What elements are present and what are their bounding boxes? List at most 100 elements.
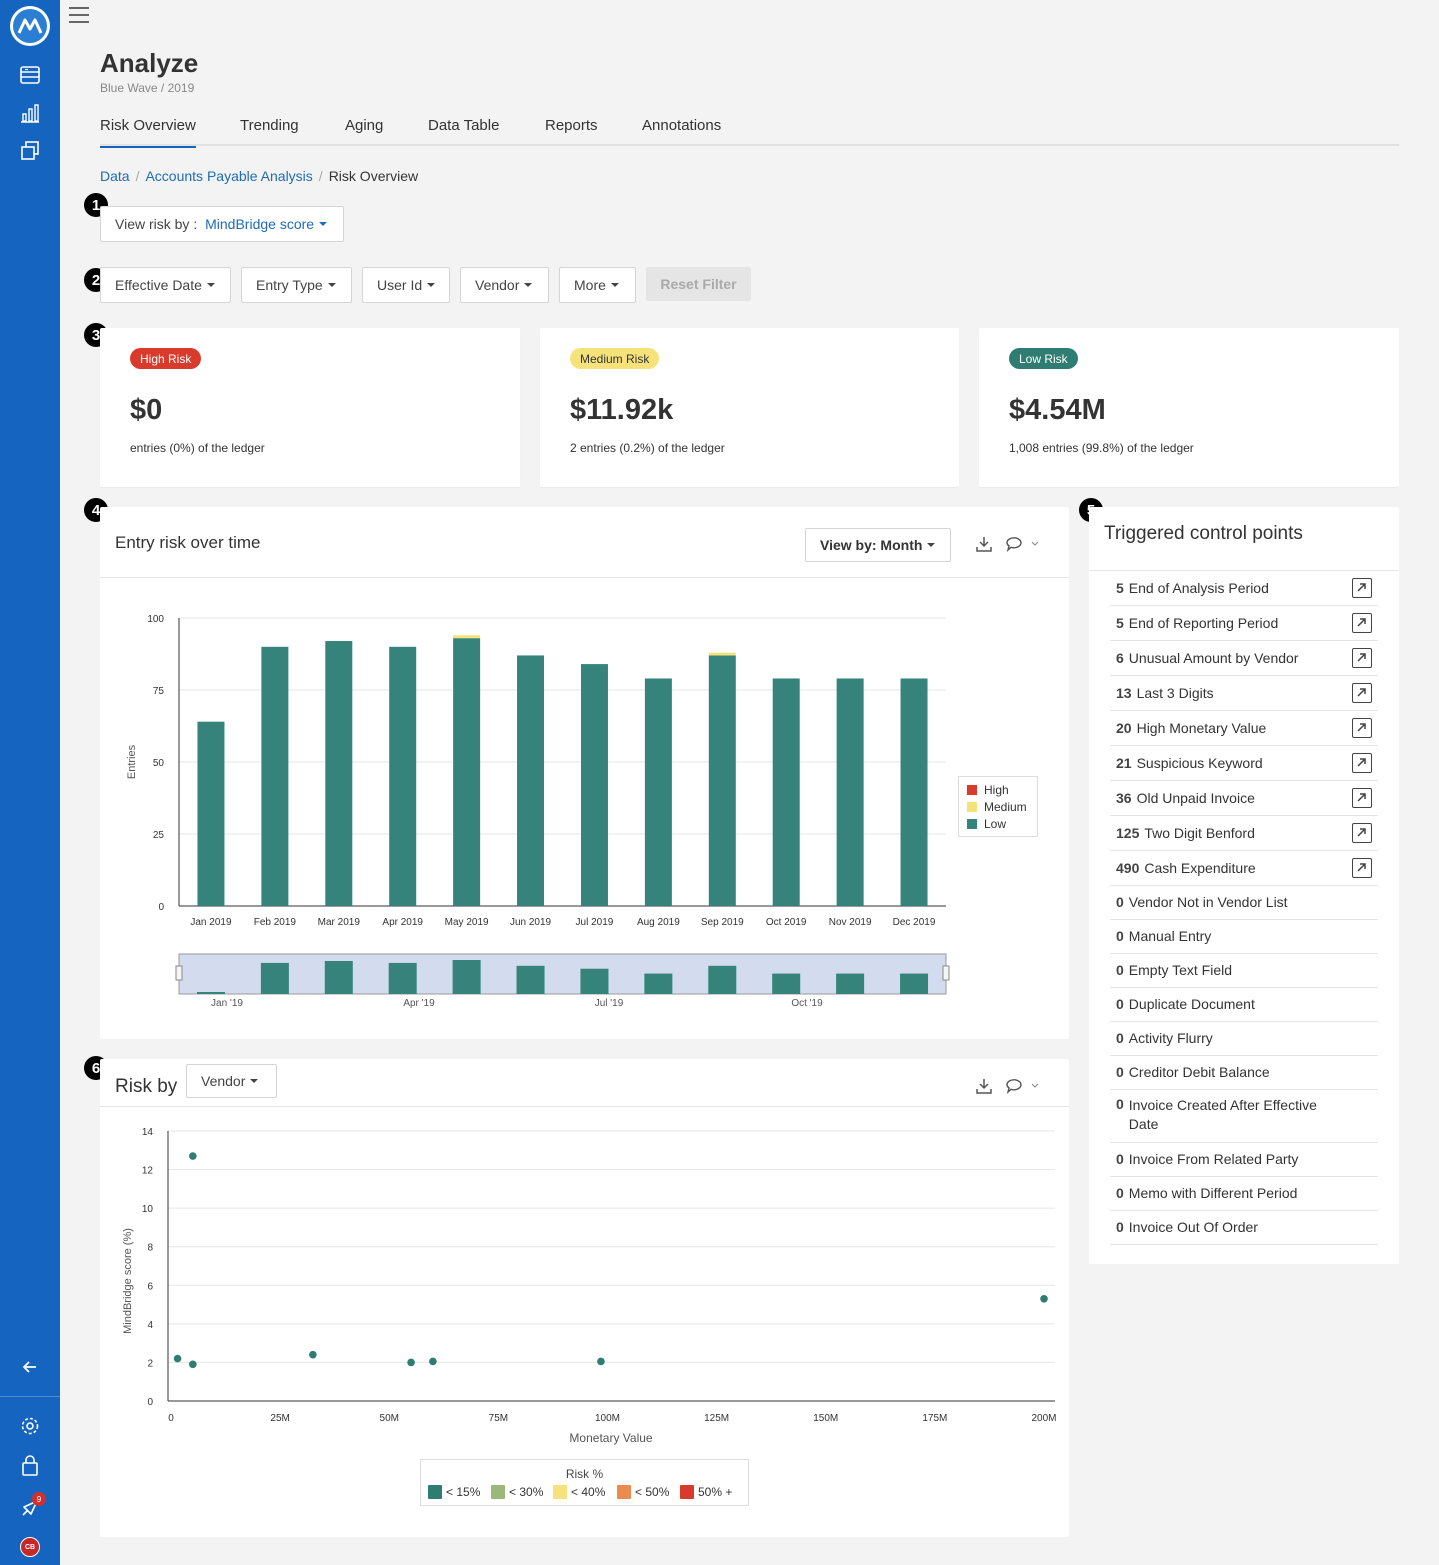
- view-risk-by-dropdown[interactable]: View risk by : MindBridge score: [100, 206, 344, 242]
- legend-swatch-low: [967, 819, 977, 829]
- panel-divider: [100, 1106, 1069, 1107]
- control-point-row[interactable]: 125 Two Digit Benford: [1110, 816, 1378, 851]
- y-tick-label: 14: [142, 1127, 154, 1138]
- filter-vendor-label: Vendor: [475, 277, 520, 293]
- menu-hamburger-icon[interactable]: [69, 7, 89, 23]
- tab-trending[interactable]: Trending: [240, 117, 299, 134]
- collapse-arrow-icon[interactable]: [18, 1355, 42, 1379]
- bar-low: [836, 678, 864, 906]
- external-link-icon[interactable]: [1352, 788, 1372, 808]
- y-tick-label: 75: [153, 686, 165, 697]
- navigator-bar: [708, 965, 737, 994]
- control-point-count: 20: [1116, 720, 1132, 736]
- tab-reports[interactable]: Reports: [545, 117, 598, 134]
- high-risk-card[interactable]: High Risk $0 entries (0%) of the ledger: [100, 328, 520, 487]
- tab-annotations[interactable]: Annotations: [642, 117, 722, 134]
- x-tick-label: 175M: [922, 1413, 947, 1424]
- risk-legend-label: < 30%: [509, 1485, 544, 1499]
- reset-filter-button[interactable]: Reset Filter: [646, 267, 751, 301]
- external-link-icon[interactable]: [1352, 858, 1372, 878]
- tab-aging[interactable]: Aging: [345, 117, 384, 134]
- breadcrumb-accounts-payable[interactable]: Accounts Payable Analysis: [145, 168, 313, 184]
- filter-more[interactable]: More: [559, 267, 636, 303]
- breadcrumb-data[interactable]: Data: [100, 168, 130, 184]
- filter-effective-date-label: Effective Date: [115, 277, 202, 293]
- control-point-row: 0 Invoice From Related Party: [1110, 1143, 1378, 1177]
- app-logo[interactable]: [10, 6, 50, 46]
- legend-medium[interactable]: Medium: [967, 800, 1027, 814]
- y-tick-label: 4: [147, 1320, 153, 1331]
- control-point-row[interactable]: 490 Cash Expenditure: [1110, 851, 1378, 886]
- risk-legend-item[interactable]: 50% +: [680, 1485, 732, 1499]
- external-link-icon[interactable]: [1352, 648, 1372, 668]
- lock-icon[interactable]: [18, 1453, 42, 1477]
- y-axis-label: MindBridge score (%): [122, 1228, 134, 1334]
- filter-entry-type[interactable]: Entry Type: [241, 267, 352, 303]
- control-point-row: 0 Creditor Debit Balance: [1110, 1056, 1378, 1090]
- scatter-point: [429, 1357, 437, 1366]
- control-point-row[interactable]: 36 Old Unpaid Invoice: [1110, 781, 1378, 816]
- entry-risk-bar-chart: 0 25 50 75 100 Entries Jan 2019 Feb 2019 Mar 201…: [126, 614, 950, 1009]
- low-risk-card[interactable]: Low Risk $4.54M 1,008 entries (99.8%) of…: [979, 328, 1399, 487]
- control-point-row[interactable]: 5 End of Analysis Period: [1110, 571, 1378, 606]
- legend-high[interactable]: High: [967, 783, 1009, 797]
- scatter-point: [309, 1350, 317, 1359]
- download-icon[interactable]: [973, 533, 995, 555]
- chevron-down-icon: [427, 283, 436, 287]
- risk-legend-swatch: [491, 1485, 505, 1499]
- risk-legend-item[interactable]: < 30%: [491, 1485, 543, 1499]
- x-tick-label: May 2019: [445, 917, 489, 928]
- control-point-count: 0: [1116, 1096, 1124, 1112]
- comment-icon[interactable]: [1004, 1075, 1040, 1097]
- external-link-icon[interactable]: [1352, 753, 1372, 773]
- data-list-icon[interactable]: [18, 63, 42, 87]
- control-point-row[interactable]: 20 High Monetary Value: [1110, 711, 1378, 746]
- external-link-icon[interactable]: [1352, 823, 1372, 843]
- scatter-point: [407, 1358, 415, 1367]
- bar-low: [580, 664, 608, 906]
- legend-low[interactable]: Low: [967, 817, 1006, 831]
- comment-icon[interactable]: [1004, 533, 1040, 555]
- analyze-chart-icon[interactable]: [18, 101, 42, 125]
- control-point-row[interactable]: 13 Last 3 Digits: [1110, 676, 1378, 711]
- tab-data-table[interactable]: Data Table: [428, 117, 500, 134]
- external-link-icon[interactable]: [1352, 718, 1372, 738]
- external-link-icon[interactable]: [1352, 613, 1372, 633]
- documents-icon[interactable]: [18, 139, 42, 163]
- high-risk-amount: $0: [130, 394, 163, 426]
- control-point-count: 0: [1116, 1185, 1124, 1201]
- control-point-row: 0 Invoice Created After Effective Date: [1110, 1090, 1378, 1143]
- filter-effective-date[interactable]: Effective Date: [100, 267, 231, 303]
- control-point-row: 0 Invoice Out Of Order: [1110, 1211, 1378, 1245]
- filter-vendor[interactable]: Vendor: [460, 267, 549, 303]
- user-avatar[interactable]: CB: [20, 1537, 40, 1557]
- risk-by-dimension-dropdown[interactable]: Vendor: [186, 1064, 277, 1098]
- panel-divider: [1089, 570, 1399, 571]
- control-point-count: 0: [1116, 894, 1124, 910]
- control-point-row[interactable]: 5 End of Reporting Period: [1110, 606, 1378, 641]
- medium-risk-badge: Medium Risk: [570, 348, 660, 369]
- settings-gear-icon[interactable]: [18, 1414, 42, 1438]
- x-tick-label: Apr 2019: [382, 917, 423, 928]
- control-point-row[interactable]: 21 Suspicious Keyword: [1110, 746, 1378, 781]
- risk-legend-item[interactable]: < 15%: [428, 1485, 480, 1499]
- risk-legend-item[interactable]: < 40%: [553, 1485, 605, 1499]
- panel-divider: [100, 577, 1069, 578]
- bar-low: [517, 655, 545, 906]
- risk-legend-item[interactable]: < 50%: [617, 1485, 669, 1499]
- filter-user-id-label: User Id: [377, 277, 423, 293]
- external-link-icon[interactable]: [1352, 578, 1372, 598]
- filter-user-id[interactable]: User Id: [362, 267, 450, 303]
- notifications-megaphone-icon[interactable]: [18, 1496, 42, 1520]
- control-point-row[interactable]: 6 Unusual Amount by Vendor: [1110, 641, 1378, 676]
- chevron-down-icon: [319, 222, 328, 226]
- tab-risk-overview[interactable]: Risk Overview: [100, 117, 196, 148]
- external-link-icon[interactable]: [1352, 683, 1372, 703]
- navigator-label: Jul '19: [595, 998, 624, 1009]
- control-point-row: 0 Memo with Different Period: [1110, 1177, 1378, 1211]
- download-icon[interactable]: [973, 1075, 995, 1097]
- view-by-month-dropdown[interactable]: View by: Month: [805, 528, 951, 562]
- medium-risk-card[interactable]: Medium Risk $11.92k 2 entries (0.2%) of …: [540, 328, 959, 487]
- bar-low: [708, 655, 736, 906]
- x-tick-label: 200M: [1031, 1413, 1056, 1424]
